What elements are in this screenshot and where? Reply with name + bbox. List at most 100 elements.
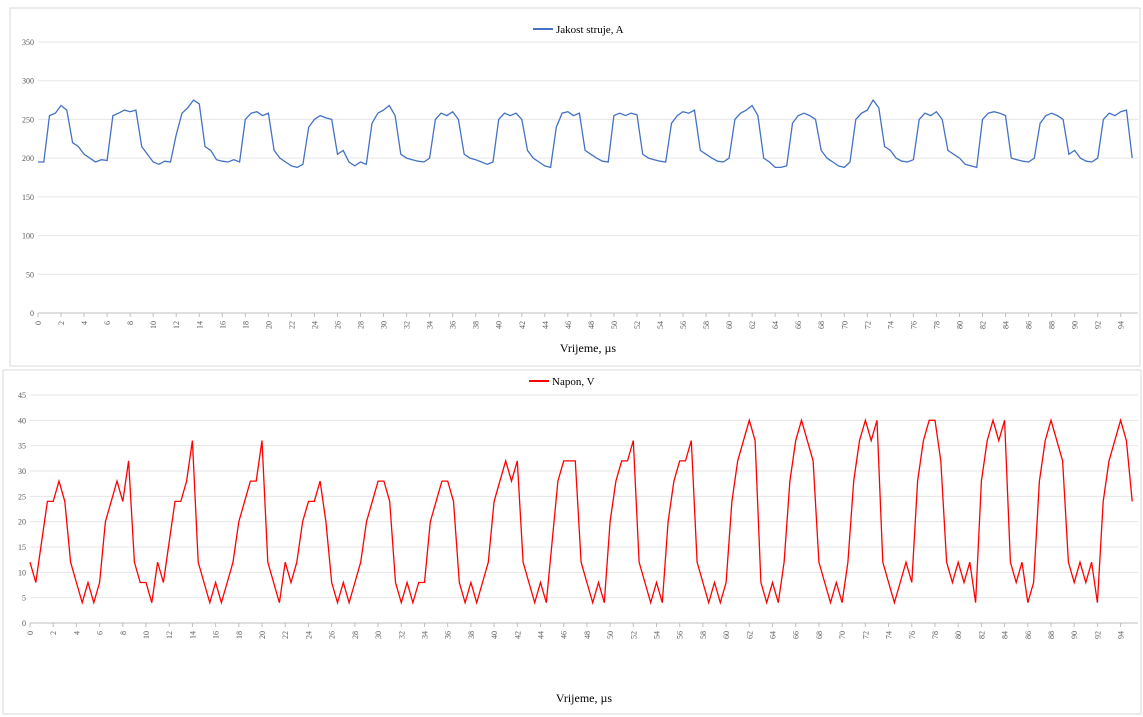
x-tick-label: 86 [1024,631,1033,639]
x-tick-label: 20 [264,321,273,329]
x-tick-label: 60 [725,321,734,329]
y-tick-label: 25 [18,492,26,501]
x-tick-label: 78 [932,321,941,329]
x-tick-label: 0 [34,321,43,325]
x-tick-label: 32 [397,631,406,639]
x-tick-label: 40 [495,321,504,329]
y-tick-label: 0 [30,309,34,318]
x-tick-label: 36 [444,631,453,639]
x-tick-label: 32 [403,321,412,329]
x-tick-label: 0 [26,631,35,635]
y-tick-label: 15 [18,543,26,552]
x-tick-label: 84 [1001,631,1010,639]
x-tick-label: 6 [96,631,105,635]
x-tick-label: 66 [792,631,801,639]
x-tick-label: 92 [1093,631,1102,639]
x-tick-label: 26 [333,321,342,329]
x-tick-label: 28 [357,321,366,329]
x-tick-label: 44 [536,631,545,639]
x-tick-label: 20 [258,631,267,639]
x-tick-label: 72 [861,631,870,639]
x-tick-label: 76 [909,321,918,329]
x-tick-label: 10 [149,321,158,329]
x-tick-label: 22 [281,631,290,639]
x-tick-label: 14 [188,631,197,639]
x-tick-label: 2 [49,631,58,635]
x-tick-label: 62 [745,631,754,639]
x-tick-label: 62 [748,321,757,329]
x-tick-label: 12 [165,631,174,639]
x-tick-label: 28 [351,631,360,639]
y-tick-label: 0 [22,619,26,628]
x-tick-label: 90 [1070,631,1079,639]
x-tick-label: 16 [212,631,221,639]
x-tick-label: 38 [472,321,481,329]
x-tick-label: 68 [815,631,824,639]
x-tick-label: 48 [583,631,592,639]
x-tick-label: 64 [771,321,780,329]
y-tick-label: 50 [26,270,34,279]
x-tick-label: 22 [287,321,296,329]
x-tick-label: 46 [560,631,569,639]
x-tick-label: 58 [699,631,708,639]
x-tick-label: 44 [541,321,550,329]
x-tick-label: 16 [218,321,227,329]
x-axis-label: Vrijeme, µs [560,341,617,355]
y-tick-label: 200 [22,154,34,163]
x-tick-label: 52 [629,631,638,639]
x-tick-label: 46 [564,321,573,329]
x-tick-label: 4 [72,631,81,635]
chart-frame [9,7,1141,367]
x-tick-label: 70 [838,631,847,639]
x-tick-label: 60 [722,631,731,639]
x-tick-label: 56 [679,321,688,329]
y-tick-label: 10 [18,568,26,577]
x-tick-label: 10 [142,631,151,639]
x-tick-label: 52 [633,321,642,329]
y-tick-label: 35 [18,442,26,451]
x-tick-label: 42 [518,321,527,329]
x-tick-label: 48 [587,321,596,329]
x-tick-label: 54 [656,321,665,329]
x-tick-label: 24 [304,631,313,639]
x-tick-label: 26 [328,631,337,639]
legend-label: Napon, V [552,376,595,388]
x-tick-label: 54 [653,631,662,639]
x-tick-label: 64 [769,631,778,639]
x-tick-label: 30 [380,321,389,329]
x-tick-label: 82 [977,631,986,639]
y-tick-label: 30 [18,467,26,476]
x-tick-label: 70 [840,321,849,329]
x-tick-label: 78 [931,631,940,639]
x-tick-label: 40 [490,631,499,639]
x-tick-label: 84 [1002,321,1011,329]
x-tick-label: 82 [979,321,988,329]
x-tick-label: 80 [955,321,964,329]
y-tick-label: 5 [22,594,26,603]
x-tick-label: 18 [235,631,244,639]
x-tick-label: 30 [374,631,383,639]
x-tick-label: 24 [310,321,319,329]
chart-frame [2,369,1142,715]
legend-label: Jakost struje, A [556,24,624,36]
x-tick-label: 86 [1025,321,1034,329]
x-tick-label: 36 [449,321,458,329]
x-tick-label: 92 [1094,321,1103,329]
x-tick-label: 12 [172,321,181,329]
series-line [29,417,1133,606]
y-tick-label: 20 [18,518,26,527]
x-tick-label: 34 [426,321,435,329]
x-tick-label: 58 [702,321,711,329]
y-tick-label: 350 [22,38,34,47]
x-tick-label: 6 [103,321,112,325]
x-tick-label: 4 [80,321,89,325]
x-tick-label: 88 [1048,321,1057,329]
x-tick-label: 68 [817,321,826,329]
x-tick-label: 94 [1117,321,1126,329]
y-tick-label: 150 [22,193,34,202]
y-tick-label: 300 [22,77,34,86]
x-tick-label: 14 [195,321,204,329]
x-tick-label: 34 [420,631,429,639]
x-tick-label: 76 [908,631,917,639]
x-tick-label: 72 [863,321,872,329]
